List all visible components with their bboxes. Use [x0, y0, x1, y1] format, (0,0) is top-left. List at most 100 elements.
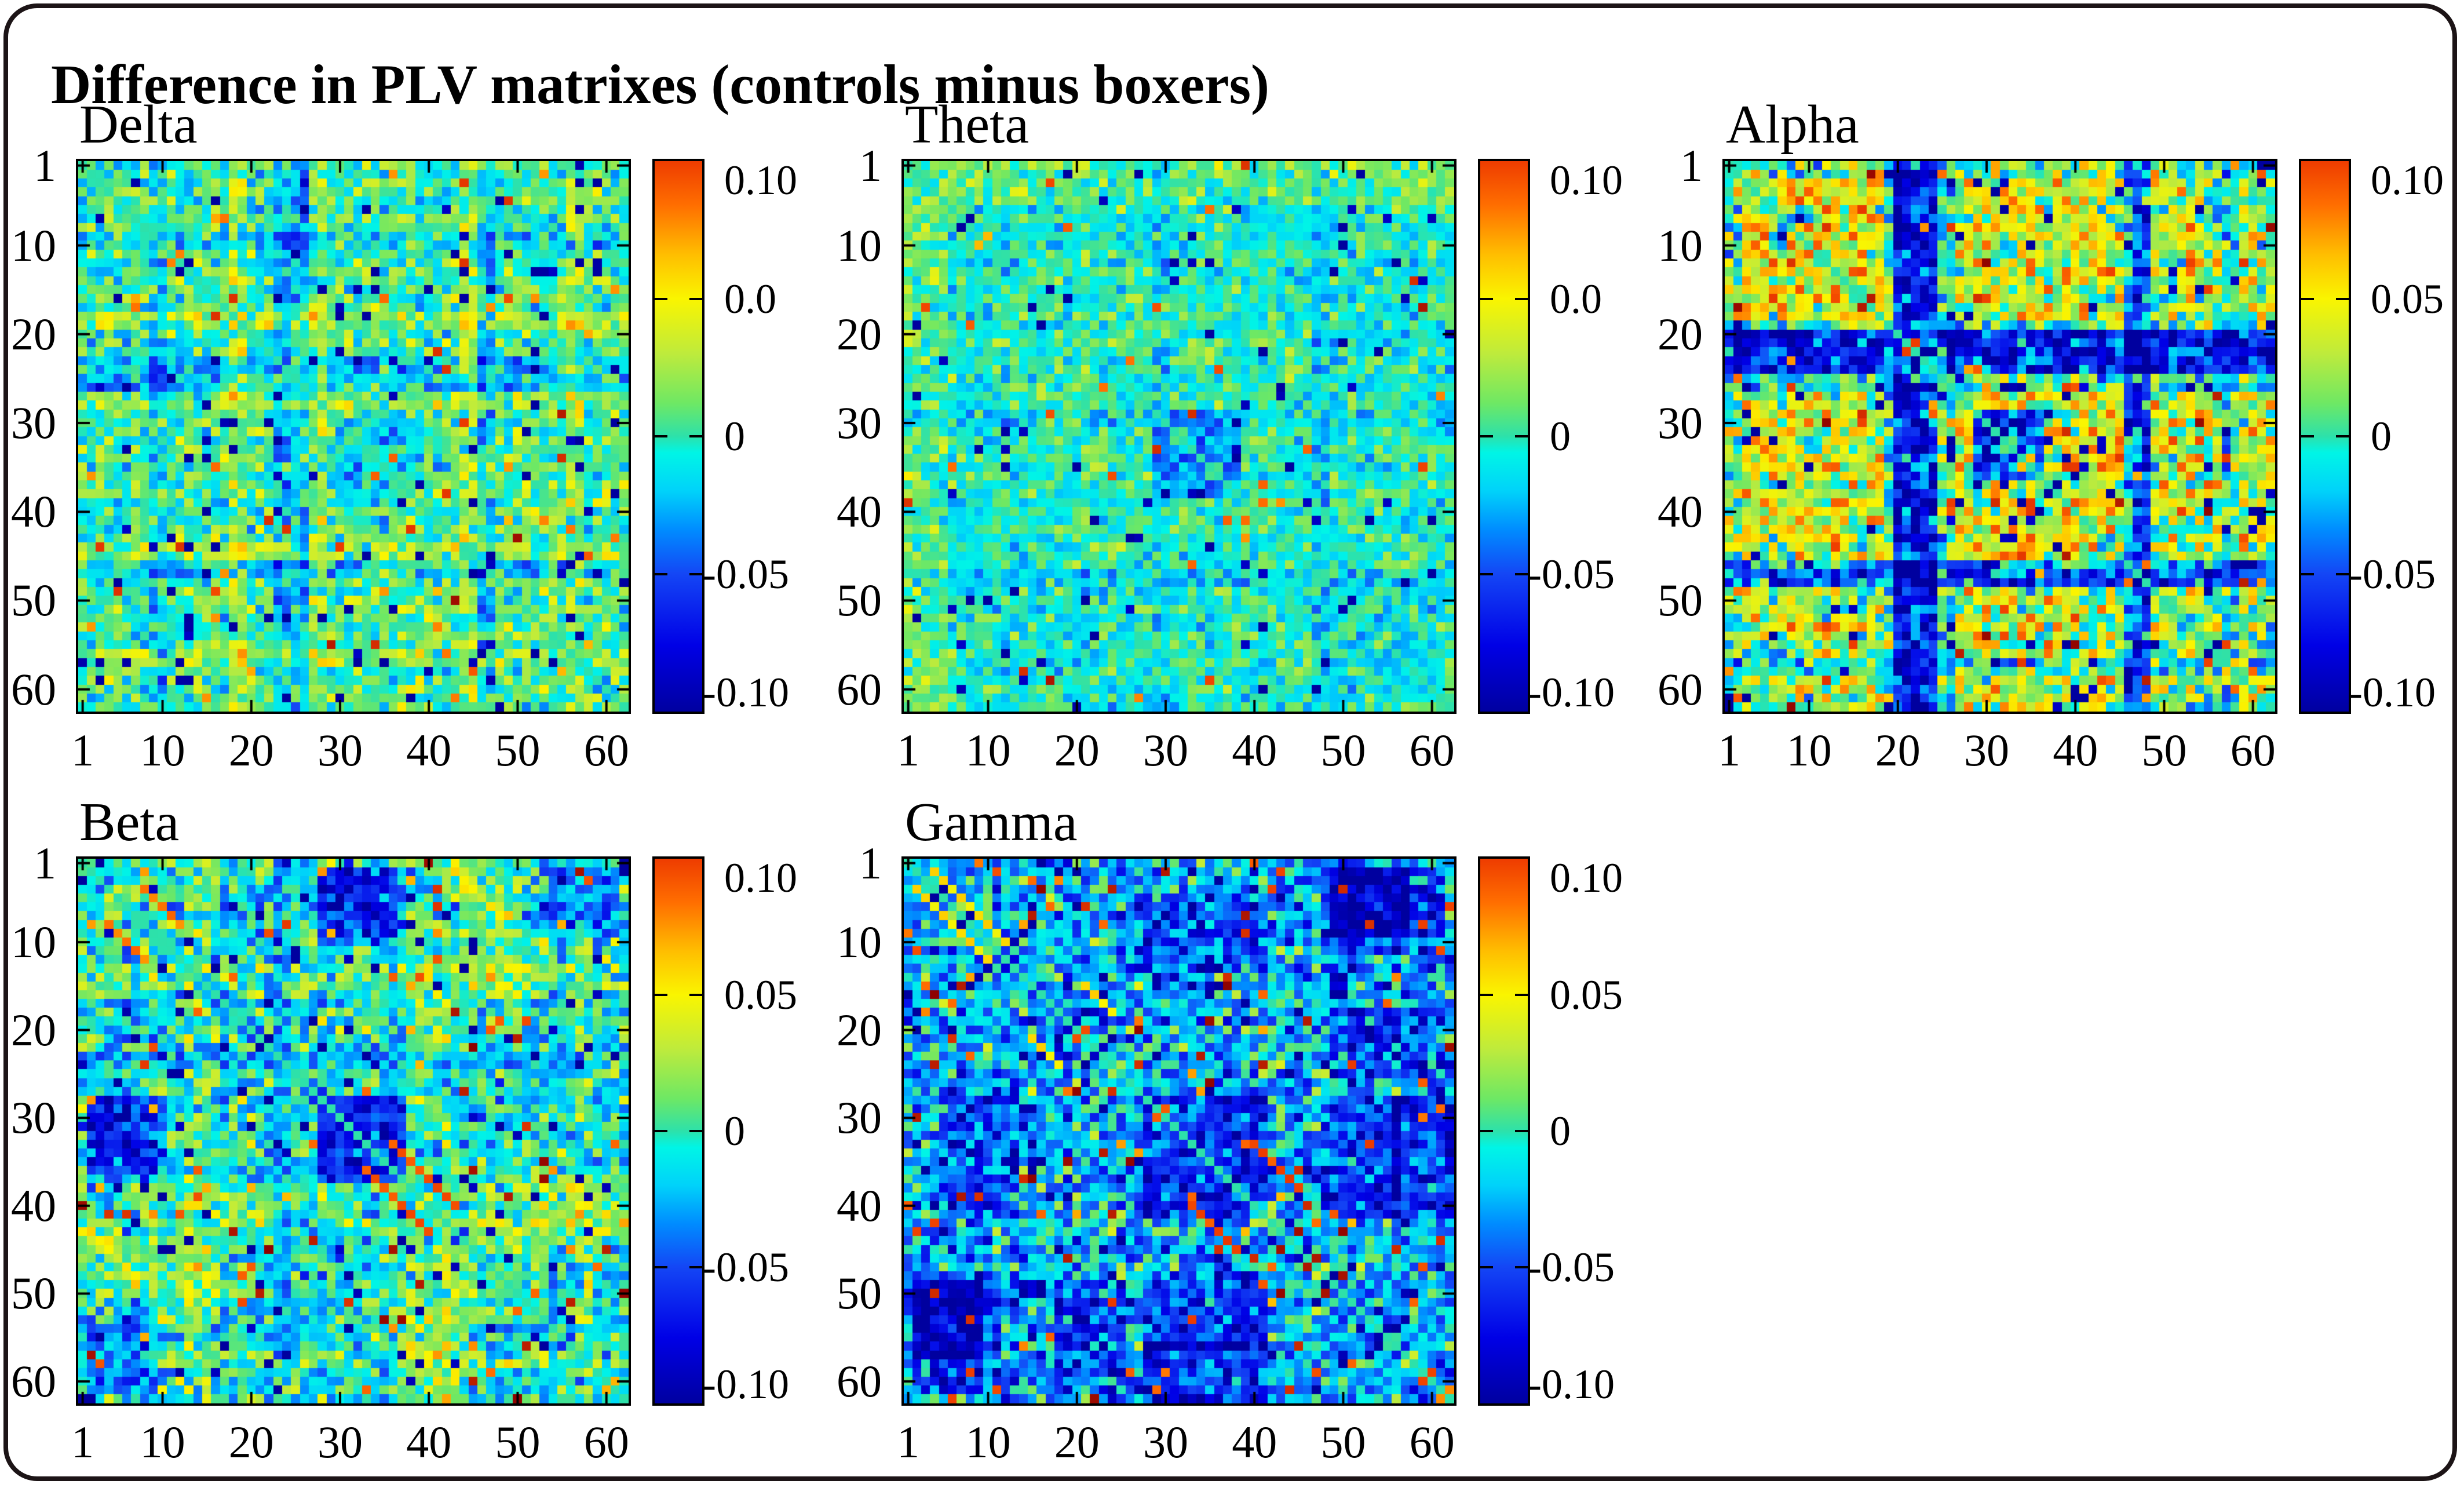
- y-tick-label: 30: [11, 1092, 56, 1143]
- x-tick-label: 60: [1409, 1417, 1455, 1467]
- y-tick-label: 1: [1680, 140, 1703, 191]
- x-tick-label: 40: [1232, 1417, 1277, 1467]
- colorbar-tick-mark: [2336, 435, 2349, 437]
- colorbar-tick-mark: [655, 297, 667, 300]
- colorbar-tick-label: -0.05: [2349, 550, 2436, 597]
- colorbar-tick-mark: [689, 994, 702, 996]
- colorbar-tick-mark: [1480, 1266, 1493, 1268]
- colorbar-tick-label: 0.10: [724, 157, 797, 204]
- colorbar-tick-label: 0.0: [1550, 275, 1602, 322]
- panel-title-alpha: Alpha: [1726, 94, 1859, 155]
- y-tick-label: 40: [837, 1180, 882, 1231]
- y-tick-label: 50: [837, 1268, 882, 1319]
- colorbar-tick-labels: 0.10 0.05 0 -0.05 -0.10: [2349, 157, 2463, 713]
- colorbar-tick-label: -0.05: [1528, 550, 1615, 597]
- x-tick-label: 30: [317, 1417, 363, 1467]
- figure-title: Difference in PLV matrixes (controls min…: [51, 53, 1269, 116]
- colorbar-tick-mark: [1515, 435, 1528, 437]
- y-tick-label: 50: [837, 575, 882, 626]
- colorbar-tick-label: 0.05: [2371, 275, 2444, 322]
- y-tick-label: 10: [11, 917, 56, 968]
- heatmap-plot-beta: [76, 856, 631, 1406]
- colorbar-delta: [652, 159, 704, 714]
- y-axis-tick-labels: 1 10 20 30 40 50 60: [826, 840, 892, 1407]
- y-tick-label: 10: [837, 917, 882, 968]
- panel-title-delta: Delta: [79, 94, 198, 155]
- x-tick-label: 20: [228, 1417, 274, 1467]
- x-tick-label: 1: [1718, 725, 1741, 775]
- x-tick-label: 60: [583, 725, 629, 775]
- panel-title-theta: Theta: [905, 94, 1029, 155]
- x-tick-label: 1: [71, 1417, 94, 1467]
- y-tick-label: 50: [11, 575, 56, 626]
- colorbar-tick-label: -0.05: [702, 550, 789, 597]
- colorbar-tick-label: 0.05: [1550, 972, 1623, 1018]
- x-tick-label: 40: [1232, 725, 1277, 775]
- y-tick-label: 1: [34, 140, 56, 191]
- colorbar-tick-label: 0.10: [2371, 157, 2444, 204]
- y-tick-label: 60: [1658, 663, 1703, 714]
- x-tick-label: 1: [897, 1417, 920, 1467]
- colorbar-gamma: [1478, 856, 1530, 1406]
- x-tick-label: 10: [965, 1417, 1011, 1467]
- colorbar-tick-mark: [1515, 1266, 1528, 1268]
- colorbar-tick-mark: [689, 435, 702, 437]
- y-tick-label: 20: [837, 1004, 882, 1055]
- colorbar-tick-mark: [689, 572, 702, 575]
- y-tick-label: 20: [11, 308, 56, 359]
- colorbar-tick-label: -0.05: [1528, 1244, 1615, 1290]
- x-tick-label: 30: [1964, 725, 2010, 775]
- colorbar-tick-label: 0: [724, 413, 745, 459]
- x-tick-label: 10: [1786, 725, 1832, 775]
- heatmap-canvas-gamma: [904, 859, 1454, 1403]
- y-tick-label: 1: [34, 837, 56, 888]
- colorbar-tick-label: 0: [2371, 413, 2392, 459]
- y-tick-label: 1: [859, 140, 882, 191]
- colorbar-tick-mark: [655, 1266, 667, 1268]
- colorbar-tick-mark: [2301, 297, 2314, 300]
- colorbar-tick-mark: [1515, 572, 1528, 575]
- x-tick-label: 30: [317, 725, 363, 775]
- x-tick-label: 10: [140, 725, 185, 775]
- y-axis-tick-labels: 1 10 20 30 40 50 60: [1647, 143, 1713, 714]
- colorbar-tick-mark: [1480, 435, 1493, 437]
- y-tick-label: 60: [11, 1356, 56, 1407]
- colorbar-tick-mark: [1515, 994, 1528, 996]
- colorbar-tick-mark: [655, 1130, 667, 1132]
- x-tick-label: 60: [1409, 725, 1455, 775]
- colorbar-tick-label: -0.10: [2349, 669, 2436, 716]
- panel-title-beta: Beta: [79, 792, 180, 852]
- x-tick-label: 60: [583, 1417, 629, 1467]
- heatmap-canvas-theta: [904, 161, 1454, 712]
- y-tick-label: 10: [837, 220, 882, 271]
- x-axis-tick-labels: 1 10 20 30 40 50 60: [897, 1417, 1455, 1472]
- colorbar-tick-label: 0: [724, 1108, 745, 1154]
- y-tick-label: 40: [1658, 486, 1703, 537]
- panel-title-gamma: Gamma: [905, 792, 1078, 852]
- heatmap-plot-alpha: [1722, 159, 2277, 714]
- colorbar-tick-labels: 0.10 0.05 0 -0.05 -0.10: [702, 857, 863, 1405]
- heatmap-canvas-beta: [78, 859, 629, 1403]
- panel-beta: Beta 1 10 20 30 40 50 60 1 10 20 30 40 50 60 0.10 0.0…: [0, 795, 828, 1485]
- colorbar-tick-mark: [1515, 297, 1528, 300]
- y-tick-label: 60: [837, 663, 882, 714]
- x-tick-label: 50: [495, 725, 541, 775]
- colorbar-tick-mark: [2336, 572, 2349, 575]
- x-tick-label: 40: [406, 725, 452, 775]
- colorbar-tick-label: -0.10: [702, 1361, 789, 1408]
- y-tick-label: 10: [1658, 220, 1703, 271]
- y-tick-label: 30: [1658, 397, 1703, 448]
- colorbar-tick-label: 0.10: [1550, 854, 1623, 901]
- y-tick-label: 20: [1658, 308, 1703, 359]
- x-tick-label: 50: [2141, 725, 2187, 775]
- y-tick-label: 30: [837, 397, 882, 448]
- x-axis-tick-labels: 1 10 20 30 40 50 60: [71, 725, 629, 780]
- colorbar-tick-label: -0.05: [702, 1244, 789, 1290]
- y-tick-label: 50: [1658, 575, 1703, 626]
- colorbar-tick-mark: [689, 297, 702, 300]
- colorbar-tick-mark: [2336, 297, 2349, 300]
- x-tick-label: 1: [71, 725, 94, 775]
- y-tick-label: 60: [837, 1356, 882, 1407]
- colorbar-tick-mark: [1515, 1130, 1528, 1132]
- y-tick-label: 40: [11, 1180, 56, 1231]
